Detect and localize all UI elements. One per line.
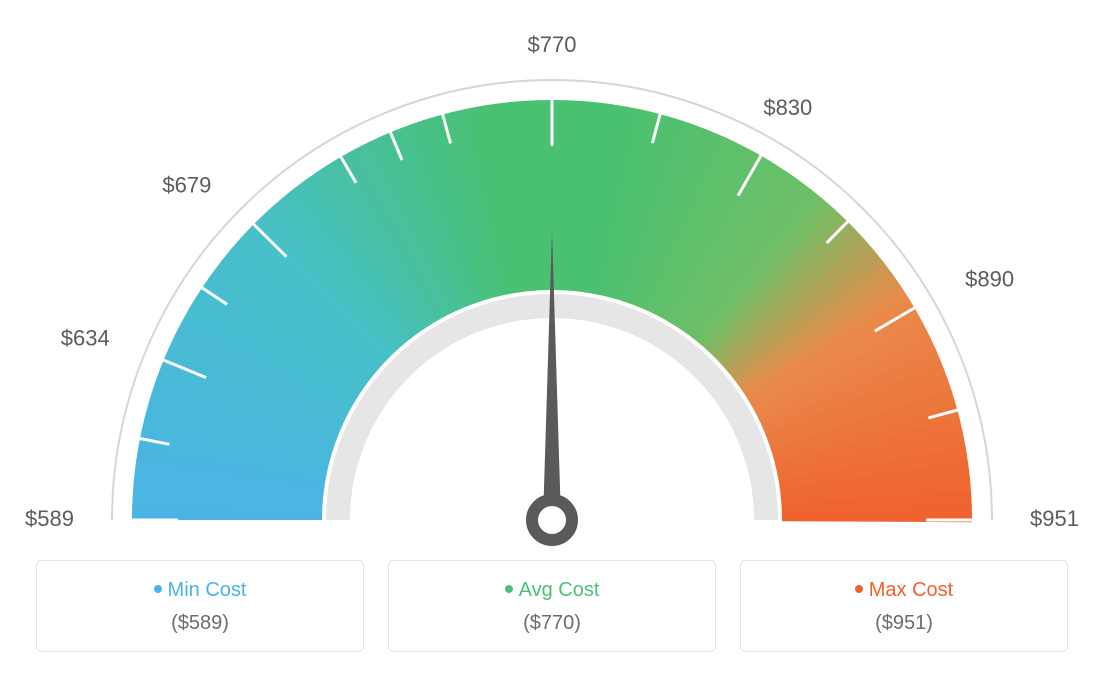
legend-value-avg: ($770) (399, 612, 705, 635)
legend-card-min: Min Cost ($589) (36, 560, 364, 652)
legend-row: Min Cost ($589) Avg Cost ($770) Max Cost… (0, 560, 1104, 652)
legend-title-avg: Avg Cost (399, 579, 705, 602)
legend-value-min: ($589) (47, 612, 353, 635)
gauge-tick-label: $951 (1030, 506, 1079, 531)
dot-min (154, 585, 162, 593)
legend-card-avg: Avg Cost ($770) (388, 560, 716, 652)
legend-label-avg: Avg Cost (519, 579, 600, 601)
legend-label-min: Min Cost (168, 579, 247, 601)
gauge-tick-label: $770 (528, 32, 577, 57)
gauge-chart: $589 $634 $679 $770 $830 $890 $951 (0, 0, 1104, 560)
legend-card-max: Max Cost ($951) (740, 560, 1068, 652)
gauge-needle-hub (532, 500, 572, 540)
gauge-tick-label: $589 (25, 506, 74, 531)
legend-title-max: Max Cost (751, 579, 1057, 602)
legend-label-max: Max Cost (869, 579, 953, 601)
gauge-tick-label: $890 (965, 267, 1014, 292)
gauge-tick-label: $634 (61, 326, 110, 351)
legend-title-min: Min Cost (47, 579, 353, 602)
dot-avg (505, 585, 513, 593)
gauge-tick-label: $679 (162, 172, 211, 197)
dot-max (855, 585, 863, 593)
gauge-svg: $589 $634 $679 $770 $830 $890 $951 (0, 0, 1104, 560)
gauge-tick-label: $830 (763, 95, 812, 120)
legend-value-max: ($951) (751, 612, 1057, 635)
